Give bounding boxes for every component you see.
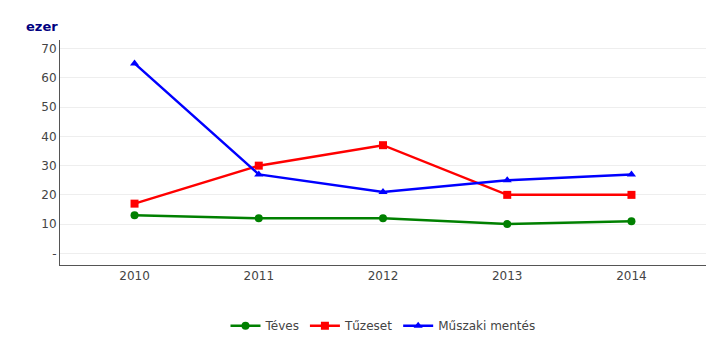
svg-text:20: 20 <box>41 188 56 202</box>
svg-text:2014: 2014 <box>616 269 647 283</box>
svg-text:60: 60 <box>41 71 56 85</box>
svg-text:2010: 2010 <box>119 269 150 283</box>
svg-text:70: 70 <box>41 42 56 56</box>
svg-text:Műszaki mentés: Műszaki mentés <box>438 319 535 333</box>
svg-text:2012: 2012 <box>368 269 399 283</box>
svg-text:ezer: ezer <box>26 19 58 34</box>
svg-text:10: 10 <box>41 217 56 231</box>
svg-text:40: 40 <box>41 130 56 144</box>
svg-text:Téves: Téves <box>265 319 299 333</box>
svg-text:-: - <box>52 247 56 261</box>
svg-text:2011: 2011 <box>243 269 274 283</box>
svg-text:30: 30 <box>41 159 56 173</box>
svg-text:50: 50 <box>41 100 56 114</box>
svg-text:Tűzeset: Tűzeset <box>344 319 392 333</box>
svg-text:2013: 2013 <box>492 269 523 283</box>
